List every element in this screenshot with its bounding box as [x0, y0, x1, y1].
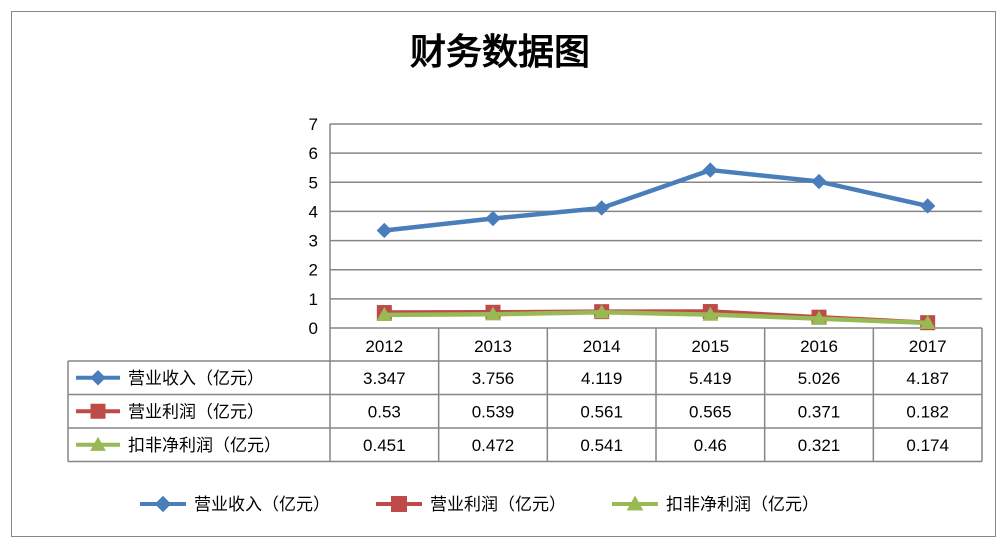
table-row-label: 营业利润（亿元） — [128, 402, 264, 422]
table-cell-value: 3.756 — [472, 369, 515, 388]
table-cell-value: 0.472 — [472, 436, 515, 455]
x-tick-label: 2016 — [800, 337, 838, 356]
data-point-marker — [919, 198, 936, 214]
series-layer — [376, 162, 936, 331]
table-cell-value: 4.119 — [581, 369, 622, 388]
data-point-marker — [811, 173, 827, 190]
table-legend-key-marker — [90, 436, 106, 451]
data-point-marker — [919, 314, 936, 330]
table-cell-value: 0.561 — [580, 402, 623, 421]
data-table: 2012 2013 2014 2015 2016 2017 营业收入（亿元） 3.347 3.7… — [67, 328, 983, 463]
legend-key-marker — [154, 495, 172, 513]
data-point-marker — [593, 304, 610, 319]
x-tick-label: 2013 — [474, 337, 512, 356]
data-point-marker — [485, 306, 501, 321]
data-point-marker — [811, 310, 827, 325]
data-point-marker — [702, 306, 719, 321]
table-cell-value: 4.187 — [906, 369, 949, 388]
y-tick-label: 4 — [309, 202, 318, 221]
data-point-marker — [593, 200, 610, 216]
data-point-marker — [376, 306, 393, 321]
x-tick-label: 2017 — [909, 337, 947, 356]
chart-border — [11, 11, 996, 537]
legend: 营业收入（亿元） 营业利润（亿元） 扣非净利润（亿元） — [140, 495, 819, 515]
y-tick-label: 0 — [309, 319, 318, 338]
data-point-marker — [702, 162, 719, 178]
table-cell-value: 0.53 — [368, 402, 401, 421]
table-cell-value: 5.026 — [798, 369, 841, 388]
table-legend-key-marker — [90, 370, 106, 386]
table-cell-value: 0.539 — [472, 402, 515, 421]
y-tick-label: 7 — [309, 115, 318, 134]
table-cell-value: 0.182 — [906, 402, 949, 421]
table-legend-key-marker — [90, 403, 106, 419]
table-cell-value: 3.347 — [363, 369, 406, 388]
data-point-marker — [485, 210, 501, 227]
table-cell-value: 0.371 — [798, 402, 841, 421]
table-cell-value: 0.541 — [580, 436, 623, 455]
table-cell-value: 0.321 — [798, 436, 841, 455]
legend-key-marker — [391, 496, 407, 512]
table-row-label: 营业收入（亿元） — [128, 369, 264, 389]
legend-label: 营业收入（亿元） — [194, 495, 330, 515]
x-tick-label: 2012 — [365, 337, 403, 356]
table-cell-value: 0.565 — [689, 402, 732, 421]
y-tick-label: 2 — [309, 261, 318, 280]
legend-key-marker — [626, 495, 644, 511]
x-tick-label: 2014 — [583, 337, 621, 356]
table-cell-value: 0.174 — [906, 436, 949, 455]
chart-title: 财务数据图 — [410, 32, 590, 73]
table-cell-value: 0.451 — [363, 436, 406, 455]
data-point-marker — [376, 222, 393, 239]
y-tick-label: 3 — [309, 232, 318, 251]
table-row-label: 扣非净利润（亿元） — [128, 436, 281, 456]
table-cell-value: 5.419 — [689, 369, 732, 388]
y-tick-label: 1 — [309, 290, 318, 309]
legend-label: 营业利润（亿元） — [430, 495, 566, 515]
x-tick-label: 2015 — [691, 337, 729, 356]
y-tick-label: 6 — [309, 144, 318, 163]
y-tick-label: 5 — [309, 173, 318, 192]
table-cell-value: 0.46 — [694, 436, 727, 455]
legend-label: 扣非净利润（亿元） — [666, 495, 819, 515]
series-line — [382, 167, 930, 233]
gridlines: 0 1 2 3 4 5 6 7 — [309, 115, 982, 338]
series-line — [382, 309, 930, 326]
